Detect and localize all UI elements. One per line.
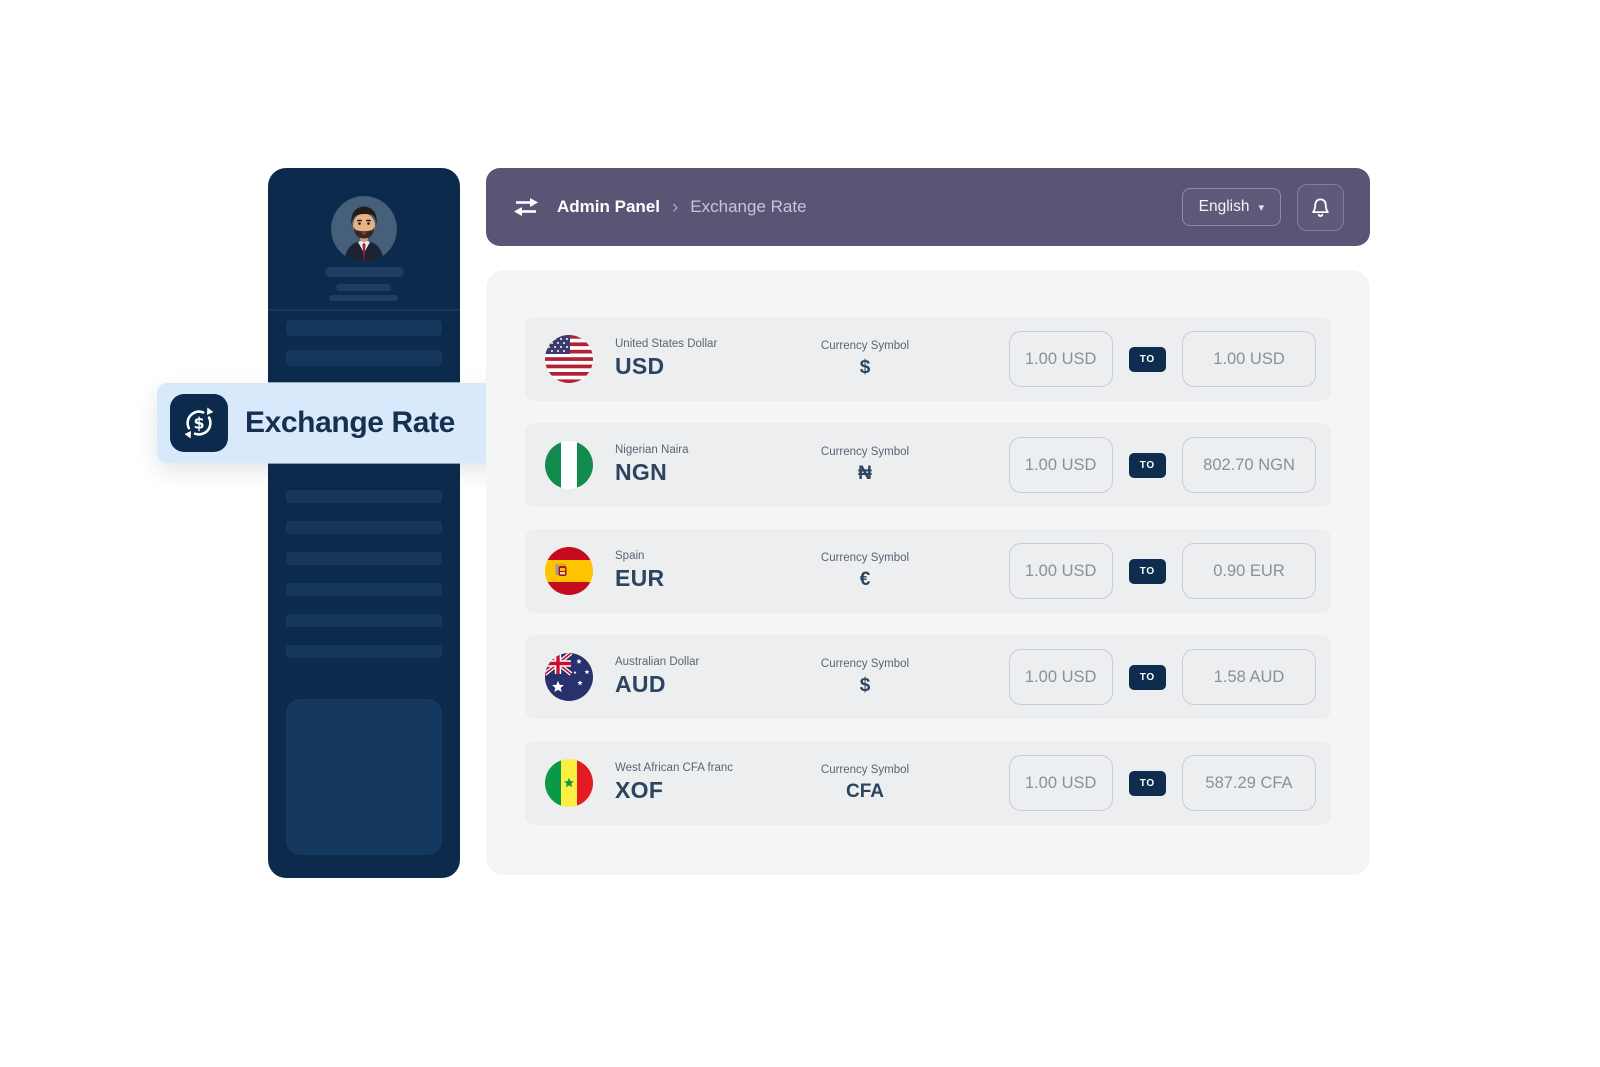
swap-arrows-icon	[512, 196, 540, 218]
sidebar-divider	[268, 309, 460, 311]
from-amount-input[interactable]: 1.00 USD	[1008, 543, 1113, 599]
skeleton-line	[336, 284, 391, 291]
currency-symbol-label: Currency Symbol	[820, 551, 910, 564]
exchange-rate-panel: United States Dollar USD Currency Symbol…	[486, 270, 1370, 875]
currency-row-ngn: Nigerian Naira NGN Currency Symbol ₦ 1.0…	[525, 423, 1331, 507]
from-amount-input[interactable]: 1.00 USD	[1008, 755, 1113, 811]
currency-symbol: ₦	[858, 462, 872, 484]
from-amount-input[interactable]: 1.00 USD	[1008, 437, 1113, 493]
to-badge: TO	[1128, 664, 1166, 690]
breadcrumb-chevron-icon: ›	[671, 196, 679, 218]
united-states-flag-icon	[545, 335, 593, 383]
user-avatar-illustration	[331, 196, 397, 262]
to-badge: TO	[1128, 346, 1166, 372]
skeleton-menu-item	[286, 583, 442, 596]
skeleton-menu-item	[286, 350, 442, 366]
currency-row-aud: Australian Dollar AUD Currency Symbol $ …	[525, 635, 1331, 719]
sidebar	[268, 168, 460, 878]
spain-flag-icon	[545, 547, 593, 595]
currency-name: Australian Dollar	[615, 656, 700, 668]
skeleton-menu-item	[286, 614, 442, 627]
currency-symbol: $	[859, 356, 871, 378]
to-amount-input[interactable]: 1.00 USD	[1182, 331, 1316, 387]
breadcrumb-app-title: Admin Panel	[557, 197, 660, 216]
to-badge: TO	[1128, 452, 1166, 478]
currency-row-usd: United States Dollar USD Currency Symbol…	[525, 317, 1331, 401]
skeleton-menu-item	[286, 645, 442, 658]
currency-code: AUD	[615, 671, 666, 697]
svg-text:$: $	[193, 414, 204, 433]
skeleton-menu-item	[286, 552, 442, 565]
chevron-down-icon: ▾	[1258, 201, 1264, 214]
currency-code: NGN	[615, 459, 668, 485]
australia-flag-icon	[545, 653, 593, 701]
skeleton-line	[329, 295, 398, 301]
skeleton-block	[286, 699, 442, 855]
to-amount-input[interactable]: 1.58 AUD	[1182, 649, 1316, 705]
to-amount-input[interactable]: 802.70 NGN	[1182, 437, 1316, 493]
to-badge: TO	[1128, 558, 1166, 584]
currency-name: Nigerian Naira	[615, 444, 689, 456]
top-header-bar: Admin Panel › Exchange Rate English ▾	[486, 168, 1370, 246]
avatar	[331, 196, 397, 262]
currency-code: USD	[615, 353, 665, 379]
bell-icon	[1312, 197, 1329, 217]
currency-name: Spain	[615, 550, 645, 562]
currency-symbol-label: Currency Symbol	[820, 657, 910, 670]
skeleton-line	[325, 267, 404, 277]
from-amount-input[interactable]: 1.00 USD	[1008, 649, 1113, 705]
to-amount-input[interactable]: 0.90 EUR	[1182, 543, 1316, 599]
currency-symbol-label: Currency Symbol	[820, 763, 910, 776]
currency-row-xof: West African CFA franc XOF Currency Symb…	[525, 741, 1331, 825]
currency-symbol: €	[859, 568, 871, 590]
skeleton-menu-item	[286, 521, 442, 534]
currency-code: EUR	[615, 565, 665, 591]
skeleton-menu-item	[286, 320, 442, 336]
to-badge: TO	[1128, 770, 1166, 796]
currency-name: United States Dollar	[615, 338, 718, 350]
currency-code: XOF	[615, 777, 664, 803]
exchange-rate-menu-label: Exchange Rate	[245, 406, 455, 439]
language-selector-label: English	[1198, 198, 1250, 215]
notifications-button[interactable]	[1297, 183, 1344, 231]
language-selector[interactable]: English ▾	[1181, 188, 1281, 226]
currency-symbol-label: Currency Symbol	[820, 445, 910, 458]
to-amount-input[interactable]: 587.29 CFA	[1182, 755, 1316, 811]
from-amount-input[interactable]: 1.00 USD	[1008, 331, 1113, 387]
nigeria-flag-icon	[545, 441, 593, 489]
exchange-rate-menu-callout[interactable]: $ Exchange Rate	[157, 383, 509, 463]
currency-symbol: CFA	[846, 780, 884, 802]
currency-symbol: $	[859, 674, 871, 696]
skeleton-menu-item	[286, 490, 442, 503]
currency-row-eur: Spain EUR Currency Symbol € 1.00 USD TO …	[525, 529, 1331, 613]
breadcrumb-page-title: Exchange Rate	[690, 197, 807, 216]
exchange-rate-icon: $	[170, 394, 228, 452]
senegal-flag-icon	[545, 759, 593, 807]
currency-name: West African CFA franc	[615, 762, 734, 774]
currency-symbol-label: Currency Symbol	[820, 339, 910, 352]
